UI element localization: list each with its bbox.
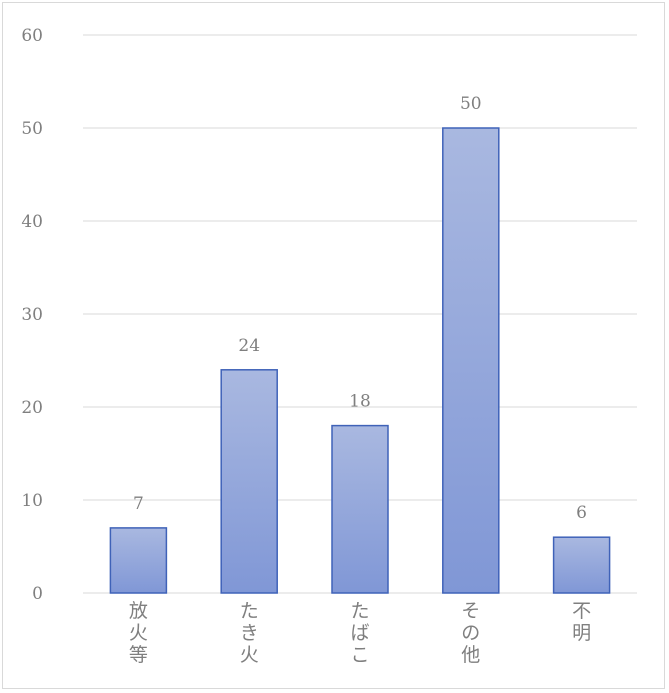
y-tick-label: 20 [21, 398, 43, 418]
y-tick-label: 50 [21, 119, 43, 139]
y-tick-label: 60 [21, 26, 43, 46]
data-labels: 7 24 18 50 6 [133, 94, 587, 523]
category-labels: 放火等 たき火 たばこ その他 不明 [129, 600, 591, 666]
data-label: 7 [133, 494, 144, 514]
category-label: 不明 [572, 600, 591, 644]
category-label: たき火 [240, 600, 259, 666]
data-label: 24 [238, 336, 260, 356]
y-tick-label: 0 [32, 584, 43, 604]
y-tick-label: 10 [21, 491, 43, 511]
bar [442, 127, 500, 594]
data-label: 6 [576, 503, 587, 523]
category-label: その他 [461, 600, 480, 666]
bar [552, 536, 611, 594]
y-axis-tick-labels: 0 10 20 30 40 50 60 [21, 26, 43, 604]
bars [109, 127, 611, 594]
gridlines [83, 34, 637, 594]
data-label: 50 [460, 94, 482, 114]
category-label: 放火等 [129, 600, 148, 666]
y-tick-label: 30 [21, 305, 43, 325]
bar [220, 369, 278, 594]
data-label: 18 [349, 392, 371, 412]
category-label: たばこ [350, 600, 369, 666]
y-tick-label: 40 [21, 212, 43, 232]
bar [109, 527, 168, 594]
bar [331, 424, 389, 594]
